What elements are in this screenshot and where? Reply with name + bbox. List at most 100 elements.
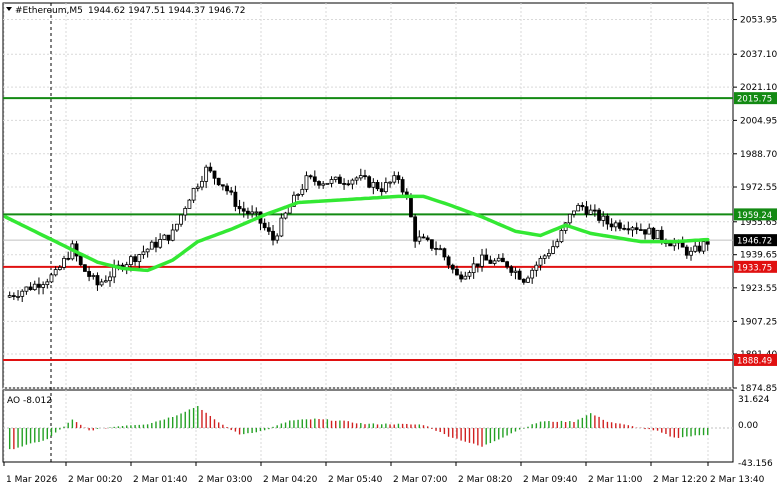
candle-body <box>166 234 171 241</box>
candle-body <box>480 254 484 267</box>
candles <box>7 162 710 302</box>
candle-body <box>250 211 255 215</box>
candle-body <box>626 228 631 231</box>
candle-body <box>505 261 510 268</box>
price-level-tag <box>734 92 777 105</box>
candle-body <box>241 208 246 212</box>
chart-ohlc: 1944.62 1947.51 1944.37 1946.72 <box>88 6 245 16</box>
candle-body <box>358 175 363 179</box>
current-price-label: 1946.72 <box>737 237 772 247</box>
candle-body <box>128 256 133 266</box>
candle-body <box>149 241 154 250</box>
candle-body <box>547 253 551 257</box>
candle-body <box>45 281 50 286</box>
candle-body <box>154 241 158 248</box>
candle-body <box>672 242 677 247</box>
candle-body <box>283 212 288 219</box>
candle-body <box>24 286 29 292</box>
candle-body <box>296 194 301 196</box>
candle-body <box>434 247 438 250</box>
main-plot-frame <box>2 2 734 389</box>
candle-body <box>638 229 643 231</box>
candle-body <box>225 185 229 192</box>
candle-body <box>279 217 284 237</box>
y-tick-label: 1988.70 <box>740 150 777 160</box>
price-level-label: 1959.24 <box>737 211 772 221</box>
candle-body <box>475 263 480 267</box>
candle-body <box>455 268 459 276</box>
price-level-tag <box>734 260 777 273</box>
y-tick-label: 2021.10 <box>740 83 777 93</box>
candle-body <box>103 280 108 283</box>
symbol-menu-icon[interactable] <box>6 7 12 11</box>
candle-body <box>572 210 576 215</box>
candle-body <box>271 230 275 241</box>
candle-body <box>49 274 54 283</box>
candle-body <box>354 177 359 181</box>
candle-body <box>513 270 518 273</box>
y-tick-label: 2053.95 <box>740 16 777 26</box>
candle-body <box>212 170 217 179</box>
candle-body <box>133 256 137 263</box>
ao-label: AO -8.012 <box>7 396 52 406</box>
price-level-label: 1888.49 <box>737 356 772 366</box>
y-tick-label: 1907.25 <box>740 317 777 327</box>
candle-body <box>618 222 622 229</box>
candle-body <box>459 274 464 280</box>
candle-body <box>262 222 267 229</box>
candle-body <box>705 241 710 245</box>
candle-body <box>597 209 601 221</box>
candle-body <box>396 175 401 180</box>
candle-body <box>438 248 443 251</box>
candle-body <box>484 254 489 261</box>
candle-body <box>425 237 430 241</box>
candle-body <box>53 269 58 276</box>
candle-body <box>363 175 367 178</box>
candle-body <box>95 275 100 286</box>
candle-body <box>37 283 41 288</box>
candle-body <box>158 239 163 248</box>
ao-scale-bottom: -43.156 <box>738 459 773 469</box>
candle-body <box>41 284 46 288</box>
price-level-label: 1933.75 <box>737 263 772 273</box>
candle-body <box>11 295 16 297</box>
candle-body <box>542 255 547 259</box>
candle-body <box>108 276 112 282</box>
candle-body <box>496 257 501 262</box>
candle-body <box>371 182 376 188</box>
candle-body <box>337 176 342 184</box>
candle-body <box>584 206 589 215</box>
x-tick-label: 2 Mar 12:20 <box>653 475 708 485</box>
candle-body <box>684 246 689 256</box>
candle-body <box>321 183 326 186</box>
candle-body <box>501 257 505 263</box>
candle-body <box>350 179 355 185</box>
candle-body <box>534 264 539 271</box>
candle-body <box>300 188 305 195</box>
candle-body <box>668 243 673 247</box>
candle-body <box>647 227 652 235</box>
candle-body <box>567 213 572 224</box>
candle-body <box>701 241 706 252</box>
candle-body <box>275 235 280 241</box>
candle-body <box>367 176 372 188</box>
x-tick-label: 2 Mar 05:40 <box>328 475 383 485</box>
x-tick-label: 2 Mar 00:20 <box>68 475 123 485</box>
candle-body <box>655 229 660 240</box>
candle-body <box>254 211 259 214</box>
x-tick-label: 2 Mar 11:00 <box>588 475 643 485</box>
candle-body <box>233 191 238 207</box>
candle-body <box>229 190 234 193</box>
candle-body <box>216 177 221 186</box>
candle-body <box>417 236 422 242</box>
moving-average-path <box>3 194 710 273</box>
current-price-tag <box>734 234 777 247</box>
x-tick-label: 2 Mar 03:00 <box>198 475 253 485</box>
candle-body <box>492 260 497 264</box>
candle-body <box>538 257 543 266</box>
candle-body <box>605 215 610 225</box>
candle-body <box>555 241 560 248</box>
candle-body <box>325 182 330 185</box>
candle-body <box>689 250 693 256</box>
